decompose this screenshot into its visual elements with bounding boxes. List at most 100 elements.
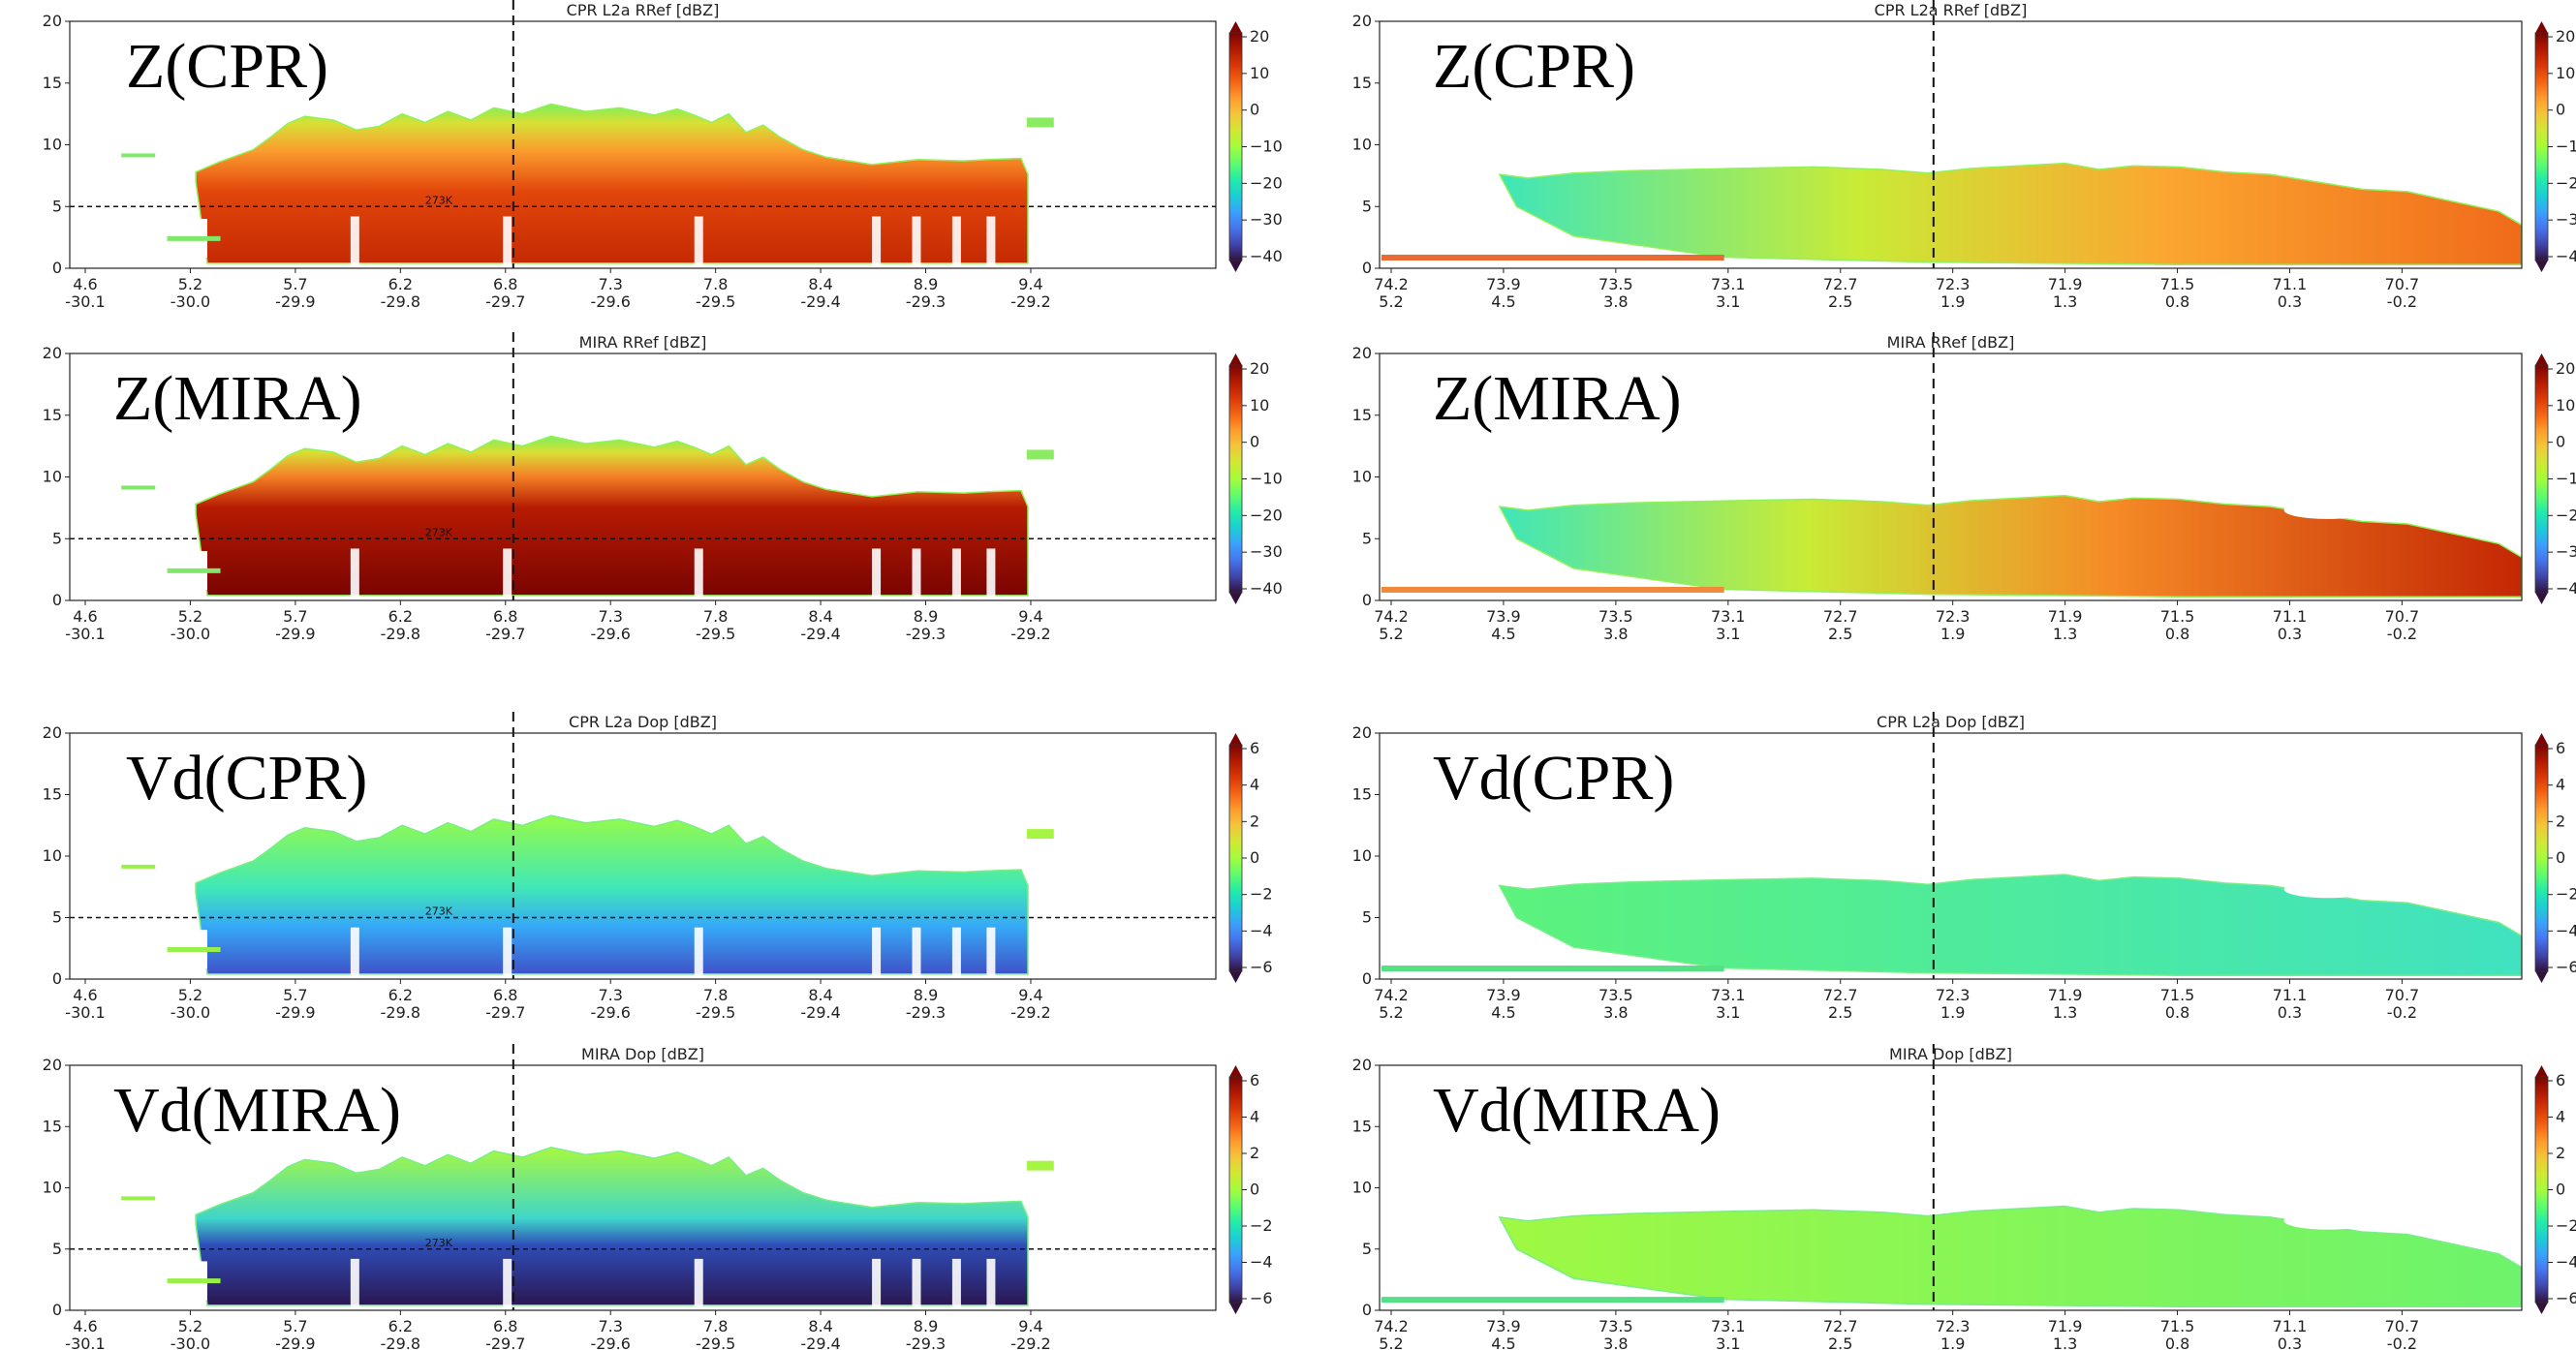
y-tick-label: 5 [1362, 197, 1372, 215]
x-tick-label-bottom: 5.2 [1379, 1003, 1403, 1022]
x-tick-label-top: 4.6 [73, 607, 97, 626]
plot-area [1381, 162, 2522, 265]
colorbar-tick-label: −4 [2556, 247, 2576, 265]
x-tick-label-top: 7.8 [703, 275, 728, 293]
x-tick-label-bottom: 3.8 [1603, 625, 1628, 643]
x-tick-label-top: 71.5 [2160, 275, 2195, 293]
colorbar [2534, 744, 2549, 972]
colorbar-tick-label: 20 [2556, 359, 2575, 378]
colorbar-tick-label: 0 [2556, 1181, 2565, 1199]
x-tick-label-bottom: -29.6 [591, 1003, 631, 1022]
x-tick-label-bottom: 2.5 [1828, 292, 1852, 311]
colorbar-tick-label: −6 [1250, 1289, 1273, 1307]
colorbar-extend-bottom [1229, 971, 1242, 983]
panel-3: 273K MIRA RRef [dBZ] 0 5 10 15 20 4.6-30.1 5.2-3… [43, 332, 1283, 643]
x-tick-label-bottom: 3.1 [1716, 625, 1740, 643]
echo-gap [503, 927, 512, 977]
x-tick-label-top: 7.3 [598, 607, 622, 626]
x-tick-label-bottom: -29.4 [800, 1003, 840, 1022]
cloud-echo [1498, 162, 2522, 265]
x-tick-label-bottom: -29.3 [906, 292, 946, 311]
isotherm-label: 273K [425, 194, 453, 206]
colorbar-extend-bottom [2535, 971, 2548, 983]
colorbar [2534, 364, 2549, 594]
colorbar-extend-top [2535, 1065, 2548, 1077]
x-tick-label-bottom: 4.5 [1491, 1003, 1515, 1022]
colorbar-tick-label: −40 [1250, 579, 1283, 598]
colorbar-tick-label: 10 [1250, 64, 1269, 82]
panel-title: CPR L2a Dop [dBZ] [1877, 713, 2025, 731]
x-tick-label-bottom: 1.9 [1940, 625, 1965, 643]
colorbar-tick-label: 6 [2556, 1071, 2565, 1089]
x-tick-label-top: 72.7 [1823, 1317, 1858, 1335]
x-tick-label-bottom: -29.4 [800, 292, 840, 311]
colorbar-tick-label: 0 [1250, 848, 1259, 867]
x-tick-label-top: 7.3 [598, 1317, 622, 1335]
y-tick-label: 0 [52, 591, 62, 609]
x-tick-label-top: 5.7 [283, 986, 307, 1004]
x-tick-label-top: 8.4 [808, 986, 832, 1004]
x-tick-label-bottom: 0.3 [2278, 292, 2302, 311]
x-tick-label-bottom: 3.8 [1603, 1335, 1628, 1350]
x-tick-label-bottom: -29.9 [275, 625, 315, 643]
x-tick-label-top: 73.9 [1486, 607, 1521, 626]
x-tick-label-top: 73.9 [1486, 275, 1521, 293]
x-tick-label-bottom: -29.9 [275, 1335, 315, 1350]
x-tick-label-top: 71.9 [2048, 275, 2083, 293]
x-tick-label-top: 6.2 [388, 986, 413, 1004]
x-tick-label-top: 73.1 [1711, 1317, 1746, 1335]
x-tick-label-bottom: -29.5 [696, 1003, 735, 1022]
x-tick-label-top: 5.2 [178, 275, 202, 293]
colorbar-tick-label: 2 [1250, 812, 1259, 830]
x-tick-label-top: 9.4 [1018, 275, 1042, 293]
x-tick-label-top: 72.7 [1823, 607, 1858, 626]
echo-gap [912, 216, 921, 266]
y-tick-label: 5 [1362, 908, 1372, 927]
colorbar-extend-bottom [2535, 261, 2548, 272]
x-tick-label-bottom: 0.8 [2165, 1335, 2189, 1350]
x-tick-label-bottom: -30.0 [171, 1003, 210, 1022]
x-tick-label-top: 6.8 [493, 275, 517, 293]
x-tick-label-top: 71.1 [2273, 1317, 2308, 1335]
colorbar-tick-label: −2 [2556, 173, 2576, 192]
y-tick-label: 15 [1352, 406, 1372, 424]
x-tick-label-top: 72.3 [1936, 986, 1971, 1004]
x-tick-label-top: 71.9 [2048, 1317, 2083, 1335]
x-tick-label-top: 5.7 [283, 607, 307, 626]
y-tick-label: 5 [52, 908, 62, 927]
cloud-echo [195, 1147, 1029, 1306]
x-tick-label-bottom: 1.3 [2053, 1003, 2077, 1022]
cloud-echo [1498, 874, 2522, 976]
y-tick-label: 10 [43, 1179, 62, 1197]
echo-gap [951, 216, 961, 266]
echo-gap [503, 1258, 512, 1308]
y-tick-label: 20 [1352, 723, 1372, 742]
colorbar-tick-label: 6 [1250, 1071, 1259, 1089]
colorbar-tick-label: 4 [1250, 1108, 1259, 1126]
x-tick-label-bottom: -30.0 [171, 1335, 210, 1350]
x-tick-label-bottom: 4.5 [1491, 625, 1515, 643]
colorbar-tick-label: −4 [2556, 579, 2576, 598]
x-tick-label-top: 74.2 [1374, 1317, 1409, 1335]
colorbar-extend-bottom [2535, 593, 2548, 604]
echo-gap [986, 216, 996, 266]
x-tick-label-top: 71.5 [2160, 1317, 2195, 1335]
x-tick-label-bottom: -29.3 [906, 625, 946, 643]
cloud-echo [1498, 1205, 2522, 1307]
colorbar-tick-label: 20 [2556, 27, 2575, 46]
x-tick-label-top: 9.4 [1018, 986, 1042, 1004]
x-tick-label-top: 6.8 [493, 607, 517, 626]
isolated-echo [167, 568, 221, 573]
panel-title: MIRA Dop [dBZ] [581, 1045, 704, 1063]
isolated-echo [167, 1278, 221, 1284]
echo-gap [350, 1258, 359, 1308]
x-tick-label-bottom: 3.1 [1716, 1335, 1740, 1350]
x-tick-label-bottom: 0.8 [2165, 625, 2189, 643]
x-tick-label-bottom: -29.8 [381, 292, 420, 311]
x-tick-label-top: 70.7 [2385, 1317, 2420, 1335]
x-tick-label-top: 8.9 [914, 986, 938, 1004]
echo-gap [350, 548, 359, 598]
x-tick-label-bottom: -30.1 [65, 1003, 105, 1022]
